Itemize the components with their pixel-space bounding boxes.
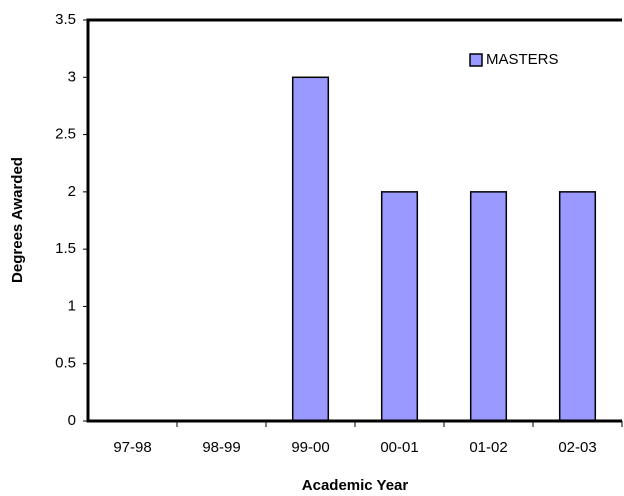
x-axis-title: Academic Year (302, 477, 409, 494)
bar (380, 191, 419, 422)
y-tick-label: 3 (68, 68, 76, 85)
y-tick-label: 1.5 (55, 240, 76, 257)
x-tick-label: 00-01 (380, 439, 418, 456)
x-tick-label: 01-02 (469, 439, 507, 456)
y-tick-label: 0.5 (55, 355, 76, 372)
bar (558, 191, 597, 422)
x-tick-label: 98-99 (202, 439, 240, 456)
y-tick-label: 0 (68, 412, 76, 429)
x-tick-label: 99-00 (291, 439, 329, 456)
x-tick-label: 97-98 (113, 439, 151, 456)
legend-label: MASTERS (486, 51, 559, 68)
plot-frame (86, 18, 622, 423)
y-tick-label: 2 (68, 183, 76, 200)
y-axis-title: Degrees Awarded (9, 157, 26, 283)
y-tick-label: 3.5 (55, 11, 76, 28)
y-tick-label: 2.5 (55, 126, 76, 143)
bar (469, 191, 508, 422)
bar (291, 76, 330, 422)
y-tick-label: 1 (68, 297, 76, 314)
x-tick-label: 02-03 (558, 439, 596, 456)
legend-swatch (469, 53, 483, 67)
